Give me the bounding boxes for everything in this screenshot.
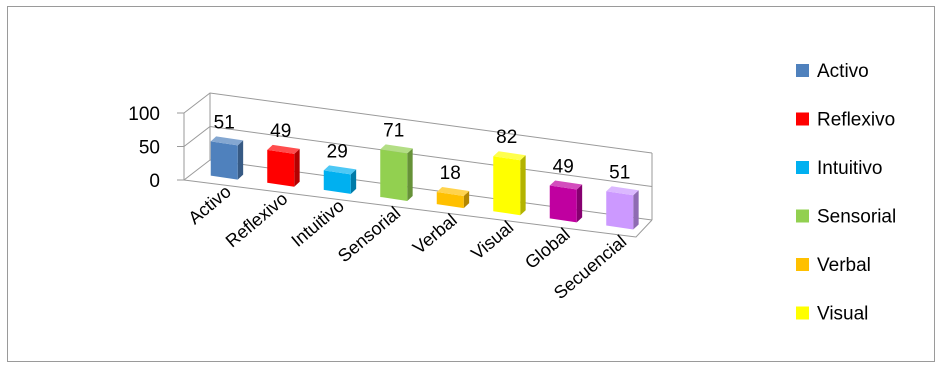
y-tick-label: 100 xyxy=(128,104,160,125)
legend-label: Visual xyxy=(817,304,868,325)
bar xyxy=(493,156,521,216)
x-tick-label: Visual xyxy=(467,217,517,264)
x-tick-label: Intuitivo xyxy=(287,196,347,251)
bar xyxy=(380,149,408,201)
data-label: 49 xyxy=(270,121,291,142)
bar-side xyxy=(463,191,470,209)
bar xyxy=(267,149,295,187)
legend-swatch xyxy=(796,209,809,223)
bar-side xyxy=(350,169,357,194)
y-tick-label: 50 xyxy=(139,138,160,159)
bar-top xyxy=(606,186,639,196)
data-label: 51 xyxy=(214,112,235,133)
bar xyxy=(323,170,351,194)
bar-side xyxy=(237,140,244,180)
legend-label: Sensorial xyxy=(817,207,896,228)
legend-label: Intuitivo xyxy=(817,158,882,179)
legend-swatch xyxy=(796,112,809,126)
legend-label: Reflexivo xyxy=(817,110,895,131)
legend-swatch xyxy=(796,64,809,77)
bar xyxy=(210,141,238,180)
bar-top xyxy=(323,165,357,175)
chart-frame xyxy=(7,6,935,362)
legend-label: Verbal xyxy=(817,255,871,276)
data-label: 49 xyxy=(553,156,574,177)
x-tick-label: Global xyxy=(521,224,574,273)
bar-side xyxy=(633,190,639,230)
bar-side xyxy=(520,155,526,216)
gridline xyxy=(183,125,653,187)
x-tick-label: Verbal xyxy=(409,210,461,258)
bar-top xyxy=(210,136,244,146)
x-tick-label: Activo xyxy=(184,181,234,228)
floor-edge xyxy=(183,179,653,238)
y-tick-label: 0 xyxy=(149,171,160,192)
bar-top xyxy=(436,187,470,197)
data-label: 18 xyxy=(440,163,461,184)
data-label: 82 xyxy=(496,127,517,148)
bar xyxy=(549,185,577,223)
legend-swatch xyxy=(796,306,809,320)
bar-side xyxy=(407,148,413,201)
bar xyxy=(606,191,634,230)
gridline xyxy=(183,92,653,154)
bar-top xyxy=(267,144,300,154)
bar xyxy=(436,192,464,209)
data-label: 51 xyxy=(609,162,630,183)
bar-side xyxy=(576,184,583,223)
legend-swatch xyxy=(796,161,809,174)
data-label: 29 xyxy=(327,141,348,162)
bar-side xyxy=(294,148,300,187)
bar-top xyxy=(380,144,413,154)
legend-swatch xyxy=(796,258,809,271)
data-label: 71 xyxy=(383,120,404,141)
bar-top xyxy=(549,180,583,190)
legend-label: Activo xyxy=(817,61,869,82)
bar-top xyxy=(493,151,526,161)
